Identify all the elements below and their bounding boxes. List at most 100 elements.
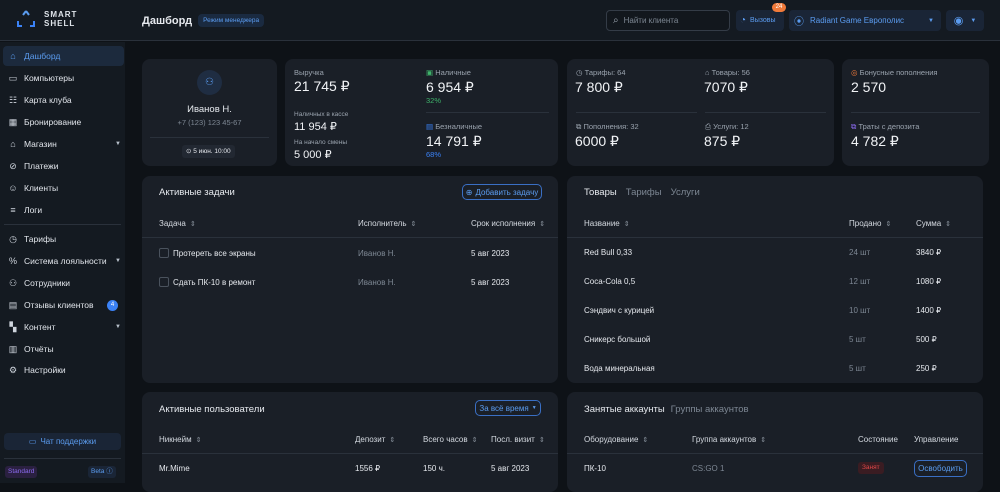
clock-icon: ◷ xyxy=(576,68,583,77)
task-assignee: Иванов Н. xyxy=(358,249,396,258)
beta-label: Beta xyxy=(91,468,105,475)
sidebar-item[interactable]: ▚ Контент ▼ xyxy=(3,317,124,337)
clock-icon: ◷ xyxy=(9,233,17,244)
divider xyxy=(567,237,983,238)
goods-card: Товары Тарифы Услуги Название ⇕ Продано ⇕ … xyxy=(567,176,983,383)
sidebar-item-label: Отзывы клиентов xyxy=(24,300,94,310)
tab-busy-accounts[interactable]: Занятые аккаунты xyxy=(584,404,665,415)
sidebar-item[interactable]: ≡ Логи xyxy=(3,200,124,220)
sidebar-item[interactable]: ▤ Отзывы клиентов 4 xyxy=(3,295,124,315)
staff-icon: ⚇ xyxy=(8,277,18,288)
tab-goods[interactable]: Товары xyxy=(584,187,617,198)
tab-tariffs[interactable]: Тарифы xyxy=(625,187,662,198)
task-assignee: Иванов Н. xyxy=(358,278,396,287)
col-deposit[interactable]: Депозит ⇕ xyxy=(355,435,396,444)
sidebar-item-label: Компьютеры xyxy=(24,73,75,83)
account-group: CS:GO 1 xyxy=(692,464,725,473)
task-checkbox[interactable] xyxy=(159,277,169,287)
add-task-button[interactable]: ⊕ Добавить задачу xyxy=(462,184,542,200)
profile-phone: +7 (123) 123 45-67 xyxy=(177,118,242,127)
sidebar-item-label: Тарифы xyxy=(24,234,57,244)
sort-icon: ⇕ xyxy=(539,221,546,228)
chat-icon: ▭ xyxy=(28,437,37,446)
col-last-visit[interactable]: Посл. визит ⇕ xyxy=(491,435,545,444)
sidebar-item[interactable]: ◷ Тарифы xyxy=(3,229,124,249)
sidebar-item[interactable]: ☷ Карта клуба xyxy=(3,90,124,110)
user-menu-button[interactable]: ◉ ▼ xyxy=(946,10,984,31)
search-input[interactable]: ⌕ Найти клиента xyxy=(606,10,730,31)
col-hours[interactable]: Всего часов ⇕ xyxy=(423,435,478,444)
task-checkbox[interactable] xyxy=(159,248,169,258)
sidebar-item[interactable]: ⌂ Магазин ▼ xyxy=(3,134,124,154)
logo[interactable]: SMART SHELL xyxy=(16,10,77,28)
col-task[interactable]: Задача ⇕ xyxy=(159,219,196,228)
beta-badge[interactable]: Beta ⓘ xyxy=(88,466,116,478)
goods-sum: 500 ₽ xyxy=(916,335,937,344)
grid-icon: ▚ xyxy=(9,321,17,332)
goods-name: Вода минеральная xyxy=(584,364,655,373)
col-sold[interactable]: Продано ⇕ xyxy=(849,219,892,228)
user-deposit: 1556 ₽ xyxy=(355,464,381,473)
sidebar-item-label: Бронирование xyxy=(24,117,82,127)
cash-in-box-value: 11 954 ₽ xyxy=(294,121,337,133)
store-icon: ⌂ xyxy=(10,139,16,149)
goods-sum: 3840 ₽ xyxy=(916,248,942,257)
cashless-label: Безналичные xyxy=(435,122,483,131)
gear-icon: ⚙ xyxy=(8,364,18,375)
sidebar-item[interactable]: ⊘ Платежи xyxy=(3,156,124,176)
cashless-percent: 68% xyxy=(426,150,442,159)
user-nickname[interactable]: Mr.Mime xyxy=(159,464,190,473)
col-name[interactable]: Название ⇕ xyxy=(584,219,630,228)
sidebar-item[interactable]: ▦ Бронирование xyxy=(3,112,124,132)
col-account-group[interactable]: Группа аккаунтов ⇕ xyxy=(692,435,767,444)
tab-services[interactable]: Услуги xyxy=(670,187,700,198)
period-dropdown[interactable]: За всё время ▼ xyxy=(475,400,541,416)
goods-sum: 1080 ₽ xyxy=(916,277,942,286)
col-nickname[interactable]: Никнейм ⇕ xyxy=(159,435,202,444)
sidebar-item[interactable]: % Система лояльности ▼ xyxy=(3,251,124,271)
cash-label: Наличные xyxy=(435,68,471,77)
divider xyxy=(705,112,826,113)
topups-label: Пополнения: 32 xyxy=(583,122,639,131)
services-value: 875 ₽ xyxy=(704,133,741,149)
services-label: Услуги: 12 xyxy=(713,122,749,131)
sidebar-item[interactable]: ⌂ Дашборд xyxy=(3,46,124,66)
club-selector[interactable]: ⦿ Radiant Game Европолис ▼ xyxy=(789,10,941,31)
sidebar-item[interactable]: ⚙ Настройки xyxy=(3,360,124,380)
info-icon: ⓘ xyxy=(106,468,113,475)
goods-sold: 5 шт xyxy=(849,335,866,344)
deposit-label: Траты с депозита xyxy=(858,122,920,131)
sidebar-item[interactable]: ▥ Отчёты xyxy=(3,339,124,359)
user-hours: 150 ч. xyxy=(423,464,445,473)
sidebar-item[interactable]: ▭ Компьютеры xyxy=(3,68,124,88)
divider xyxy=(567,453,983,454)
sidebar-item-label: Магазин xyxy=(24,139,57,149)
col-deadline[interactable]: Срок исполнения ⇕ xyxy=(471,219,546,228)
col-assignee[interactable]: Исполнитель ⇕ xyxy=(358,219,417,228)
printer-icon: ⎙ xyxy=(705,122,711,131)
user-last-visit: 5 авг 2023 xyxy=(491,464,530,473)
tab-account-groups[interactable]: Группы аккаунтов xyxy=(670,404,749,415)
col-sum[interactable]: Сумма ⇕ xyxy=(916,219,952,228)
col-equipment[interactable]: Оборудование ⇕ xyxy=(584,435,649,444)
sidebar-item[interactable]: ☺ Клиенты xyxy=(3,178,124,198)
search-placeholder: Найти клиента xyxy=(623,16,679,25)
support-chat-button[interactable]: ▭ Чат поддержки xyxy=(4,433,121,450)
calls-label: Вызовы xyxy=(750,17,776,24)
bonus-value: 2 570 xyxy=(851,79,887,95)
chevron-down-icon: ▼ xyxy=(928,17,934,24)
logs-icon: ≡ xyxy=(10,205,16,215)
chevron-down-icon: ▼ xyxy=(531,405,537,411)
logo-icon xyxy=(17,10,35,27)
goods-name: Coca-Cola 0,5 xyxy=(584,277,636,286)
sidebar-divider xyxy=(4,224,121,225)
calls-button[interactable]: ◔ Вызовы xyxy=(736,10,784,31)
goods-value: 7070 ₽ xyxy=(704,79,748,95)
sidebar-item[interactable]: ⚇ Сотрудники xyxy=(3,273,124,293)
sidebar-item-label: Платежи xyxy=(24,161,59,171)
sort-icon: ⇕ xyxy=(471,437,478,444)
profile-name: Иванов Н. xyxy=(187,104,232,115)
goods-name: Сникерс большой xyxy=(584,335,651,344)
page-title-row: Дашборд Режим менеджера xyxy=(142,14,265,27)
release-button[interactable]: Освободить xyxy=(914,460,967,477)
